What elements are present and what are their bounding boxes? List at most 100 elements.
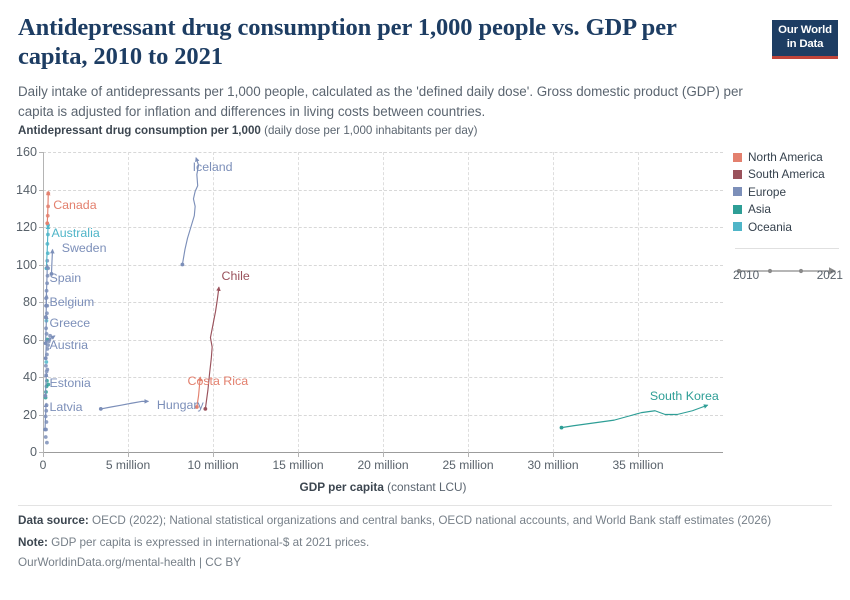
chart-subtitle: Daily intake of antidepressants per 1,00… <box>18 84 743 119</box>
y-axis-tick-mark <box>39 452 43 453</box>
gridline-vertical <box>638 152 639 452</box>
series-line-austria[interactable] <box>45 335 56 359</box>
series-line-sweden[interactable] <box>50 248 55 274</box>
series-label-greece[interactable]: Greece <box>49 315 91 330</box>
series-label-spain[interactable]: Spain <box>49 270 82 285</box>
series-line-greece[interactable] <box>44 314 49 344</box>
series-label-estonia[interactable]: Estonia <box>49 375 91 390</box>
series-label-canada[interactable]: Canada <box>53 197 97 212</box>
y-axis-tick-mark <box>39 152 43 153</box>
chart-footer: Data source: OECD (2022); National stati… <box>18 513 818 569</box>
data-point[interactable] <box>43 435 48 439</box>
series-start-point[interactable] <box>49 271 54 276</box>
page-title: Antidepressant drug consumption per 1,00… <box>18 14 677 70</box>
y-axis-tick-label: 160 <box>15 145 37 159</box>
x-axis-tick-mark <box>43 452 44 457</box>
series-label-australia[interactable]: Australia <box>51 225 100 240</box>
footer-link[interactable]: OurWorldinData.org/mental-health | CC BY <box>18 556 242 570</box>
series-line-iceland[interactable] <box>181 156 200 265</box>
data-point[interactable] <box>44 360 49 364</box>
series-start-point[interactable] <box>43 427 47 432</box>
series-start-point[interactable] <box>203 406 208 411</box>
data-point[interactable] <box>45 367 50 372</box>
data-source-label: Data source: <box>18 514 89 527</box>
gridline-vertical <box>213 152 214 452</box>
series-label-south-korea[interactable]: South Korea <box>649 388 719 403</box>
data-point[interactable] <box>45 440 49 445</box>
y-axis-tick-label: 20 <box>22 407 37 422</box>
series-line-chile[interactable] <box>204 286 221 409</box>
y-axis-tick-label: 40 <box>22 370 37 384</box>
y-axis-tick-label: 60 <box>22 332 37 347</box>
y-axis-tick-mark <box>39 189 43 191</box>
gridline-vertical <box>468 152 469 452</box>
series-start-point[interactable] <box>98 406 103 411</box>
x-axis-tick-label: 30 million <box>527 458 579 472</box>
data-source-line: Data source: OECD (2022); National stati… <box>18 513 818 530</box>
legend-item-label: South America <box>748 167 825 182</box>
series-label-iceland[interactable]: Iceland <box>192 160 233 174</box>
series-label-austria[interactable]: Austria <box>49 338 89 353</box>
slider-start-year: 2010 <box>733 268 760 282</box>
legend-swatch-icon <box>733 152 742 162</box>
note-line: Note: GDP per capita is expressed in int… <box>18 535 818 552</box>
series-start-point[interactable] <box>43 356 48 361</box>
x-axis-tick-label: 25 million <box>442 458 494 472</box>
legend-item-asia[interactable]: Asia <box>733 202 845 216</box>
data-source-text: OECD (2022); National statistical organi… <box>88 514 772 527</box>
x-axis-tick-mark <box>298 452 299 457</box>
owid-logo-line2: in Data <box>786 37 824 50</box>
y-axis-tick-mark <box>39 414 43 416</box>
series-paths <box>43 156 709 432</box>
legend-item-south-america[interactable]: South America <box>733 167 845 181</box>
note-label: Note: <box>18 535 48 549</box>
data-point[interactable] <box>43 363 48 368</box>
y-axis-tick-label: 140 <box>15 182 37 197</box>
owid-logo[interactable]: Our World in Data <box>772 20 838 56</box>
series-line-canada[interactable] <box>45 190 51 224</box>
data-point[interactable] <box>46 382 51 387</box>
series-start-point[interactable] <box>45 221 50 226</box>
time-slider[interactable] <box>735 258 841 288</box>
series-start-point[interactable] <box>43 393 48 398</box>
series-label-belgium[interactable]: Belgium <box>49 295 95 309</box>
x-axis-tick-label: 35 million <box>612 458 664 472</box>
data-point[interactable] <box>44 331 49 336</box>
series-line-belgium[interactable] <box>44 293 49 318</box>
series-label-latvia[interactable]: Latvia <box>49 400 83 414</box>
series-line-australia[interactable] <box>45 224 51 269</box>
series-label-costa-rica[interactable]: Costa Rica <box>187 373 249 388</box>
x-axis-tick-label: 0 <box>39 458 47 472</box>
series-line-south-korea[interactable] <box>561 404 709 429</box>
series-line-costa-rica[interactable] <box>196 376 203 408</box>
y-axis-title-note: (daily dose per 1,000 inhabitants per da… <box>260 124 478 137</box>
slider-end-year: 2021 <box>816 268 843 282</box>
series-label-chile[interactable]: Chile <box>221 268 250 283</box>
chart-header: Antidepressant drug consumption per 1,00… <box>18 14 758 121</box>
data-point[interactable] <box>48 333 53 338</box>
y-axis-tick-label: 0 <box>29 445 37 459</box>
series-line-estonia[interactable] <box>43 372 49 396</box>
y-axis-tick-mark <box>39 377 43 378</box>
y-axis-tick-mark <box>39 339 43 341</box>
legend-item-oceania[interactable]: Oceania <box>733 220 845 234</box>
y-axis-line <box>43 152 44 452</box>
series-label-sweden[interactable]: Sweden <box>61 240 107 255</box>
legend-item-north-america[interactable]: North America <box>733 150 845 164</box>
series-line-latvia[interactable] <box>43 402 49 430</box>
series-start-point[interactable] <box>559 425 564 430</box>
y-axis-tick-mark <box>39 264 43 266</box>
series-start-point[interactable] <box>180 262 185 267</box>
legend-item-europe[interactable]: Europe <box>733 185 845 199</box>
x-axis-tick-label: 15 million <box>272 458 324 472</box>
y-axis-tick-label: 120 <box>15 220 37 234</box>
legend-item-label: Europe <box>748 184 787 199</box>
data-point[interactable] <box>45 251 50 256</box>
gridline-vertical <box>298 152 299 452</box>
y-axis-title: Antidepressant drug consumption per 1,00… <box>18 124 477 137</box>
series-line-hungary[interactable] <box>100 399 150 410</box>
series-label-hungary[interactable]: Hungary <box>156 398 204 413</box>
series-start-point[interactable] <box>194 405 199 409</box>
y-axis-tick-mark <box>39 302 43 303</box>
